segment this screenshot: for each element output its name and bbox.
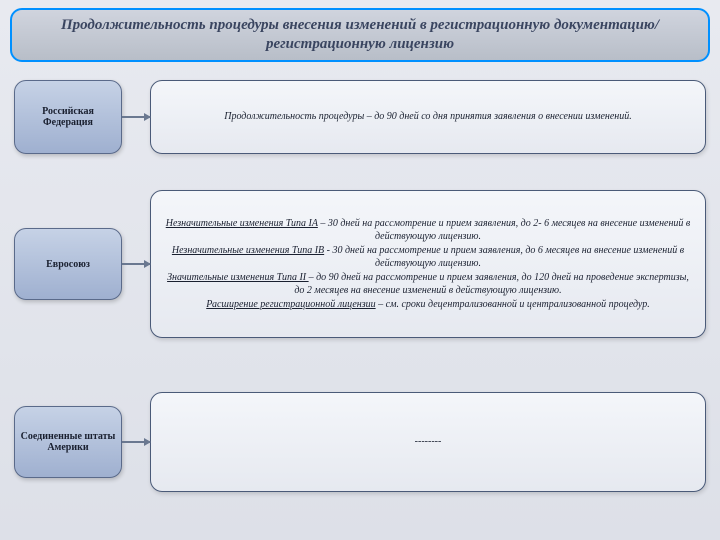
desc-russia-text: Продолжительность процедуры – до 90 дней…: [165, 110, 691, 124]
row-usa: Соединенные штаты Америки --------: [14, 392, 706, 492]
connector-arrow: [122, 441, 150, 443]
desc-eu-line-3: Значительные изменения Типа II – до 90 д…: [165, 271, 691, 298]
desc-eu: Незначительные изменения Типа IA – 30 дн…: [150, 190, 706, 338]
node-eu: Евросоюз: [14, 228, 122, 300]
desc-eu-line-4: Расширение регистрационной лицензии – см…: [165, 298, 691, 312]
desc-usa-text: --------: [165, 435, 691, 449]
row-russia: Российская Федерация Продолжительность п…: [14, 80, 706, 154]
connector-arrow: [122, 263, 150, 265]
connector-arrow: [122, 116, 150, 118]
node-usa-label: Соединенные штаты Америки: [19, 431, 117, 453]
node-usa: Соединенные штаты Америки: [14, 406, 122, 478]
desc-eu-line-2: Незначительные изменения Типа IB - 30 дн…: [165, 244, 691, 271]
desc-usa: --------: [150, 392, 706, 492]
desc-eu-line-1: Незначительные изменения Типа IA – 30 дн…: [165, 217, 691, 244]
node-russia-label: Российская Федерация: [19, 106, 117, 128]
row-eu: Евросоюз Незначительные изменения Типа I…: [14, 190, 706, 338]
node-russia: Российская Федерация: [14, 80, 122, 154]
desc-russia: Продолжительность процедуры – до 90 дней…: [150, 80, 706, 154]
title-bar: Продолжительность процедуры внесения изм…: [10, 8, 710, 62]
node-eu-label: Евросоюз: [46, 259, 90, 270]
page-title: Продолжительность процедуры внесения изм…: [28, 16, 692, 55]
